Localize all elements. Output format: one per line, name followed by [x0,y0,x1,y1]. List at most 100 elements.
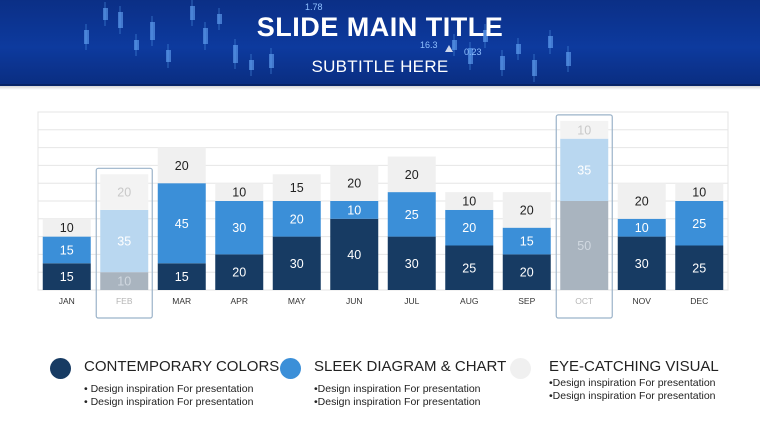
bar-segment [560,201,609,290]
candlestick [532,60,537,76]
legend-label: CONTEMPORARY COLORS [84,358,280,375]
bar-segment [272,236,321,290]
bar-segment [100,209,149,273]
bar-segment [157,147,206,184]
bar-segment [445,245,494,290]
candlestick [468,48,473,64]
bar-segment [675,245,724,290]
data-label: 25 [692,217,706,231]
bar-segment [42,236,91,264]
legend-bullets: •Design inspiration For presentation •De… [314,383,481,409]
candlestick [166,50,171,62]
candlestick [84,30,89,44]
bar-segment [502,192,551,228]
bar-segment [100,272,149,290]
data-label: 15 [60,243,74,257]
data-label: 10 [577,123,591,137]
bar-segment [157,183,206,264]
bar-segment [100,174,149,210]
data-label: 20 [462,221,476,235]
candlestick [516,44,521,54]
bar-segment [617,183,666,219]
data-label: 10 [692,186,706,200]
data-label: 30 [290,257,304,271]
slide-subtitle: SUBTITLE HERE [311,57,449,76]
x-tick-label: FEB [116,296,133,306]
candlestick [233,45,238,63]
bar-segment [445,209,494,246]
slide-title: SLIDE MAIN TITLE [256,12,504,42]
bar-segment [215,201,264,255]
data-label: 10 [347,203,361,217]
x-tick-label: JAN [59,296,75,306]
x-tick-label: OCT [575,296,593,306]
highlight-box [555,114,613,319]
candlestick [203,28,208,44]
candlestick [103,8,108,20]
candlestick [483,30,488,42]
legend-bullets: •Design inspiration For presentation •De… [549,377,716,403]
candlestick [566,52,571,66]
legend-label: SLEEK DIAGRAM & CHART [314,358,507,375]
x-tick-label: JUN [346,296,363,306]
x-tick-label: MAR [172,296,191,306]
bar-segment [42,263,91,290]
bar-segment [387,192,436,237]
bullet-line: •Design inspiration For presentation [314,396,481,408]
bar-segment [215,183,264,201]
candlestick [269,54,274,68]
bar-segment [215,254,264,290]
data-label: 20 [405,168,419,182]
candlestick [249,60,254,70]
data-label: 15 [60,270,74,284]
data-label: 35 [117,235,131,249]
highlight-box [95,167,153,319]
data-label: 25 [692,261,706,275]
data-label: 25 [405,208,419,222]
bar-segment [330,165,379,201]
stacked-bar-chart: 15 15 10 JAN 10 35 20 FEB 15 45 20 MAR 20 30 10 APR 30 20… [37,111,729,319]
bar-segment [330,201,379,219]
x-tick-label: APR [231,296,248,306]
bar-segment [502,254,551,290]
data-label: 20 [635,195,649,209]
bullet-line: •Design inspiration For presentation [314,383,481,395]
data-label: 20 [520,203,534,217]
x-tick-label: JUL [404,296,419,306]
candlestick [134,40,139,50]
data-label: 10 [635,221,649,235]
data-label: 10 [232,186,246,200]
bar-segment [330,218,379,290]
banner-number: 0.23 [464,47,482,57]
data-label: 50 [577,239,591,253]
banner-number: 16.3 [420,40,438,50]
x-tick-label: NOV [633,296,652,306]
candlestick [118,12,123,28]
bullet-line: • Design inspiration For presentation [84,383,254,395]
bar-segment [617,218,666,237]
candlestick [190,6,195,20]
candlestick [548,36,553,48]
data-label: 10 [60,221,74,235]
candlestick [150,22,155,40]
legend-label: EYE-CATCHING VISUAL [549,358,719,375]
bar-segment [560,138,609,201]
data-label: 20 [520,266,534,280]
data-label: 10 [117,275,131,289]
bar-segment [42,218,91,237]
candlestick [217,14,222,24]
title-banner: 1.78 16.3 0.23 SLIDE MAIN TITLE SUBTITLE H… [0,0,760,86]
data-label: 20 [175,159,189,173]
bullet-line: •Design inspiration For presentation [549,377,716,389]
data-label: 30 [635,257,649,271]
candlestick [452,40,457,50]
bar-segment [272,201,321,237]
bullet-line: • Design inspiration For presentation [84,396,254,408]
up-arrow-icon [445,45,453,52]
bar-segment [502,227,551,255]
legend-swatch [280,358,301,379]
legend-swatch [50,358,71,379]
bar-segment [675,183,724,201]
data-label: 20 [347,177,361,191]
banner-number: 1.78 [305,2,323,12]
